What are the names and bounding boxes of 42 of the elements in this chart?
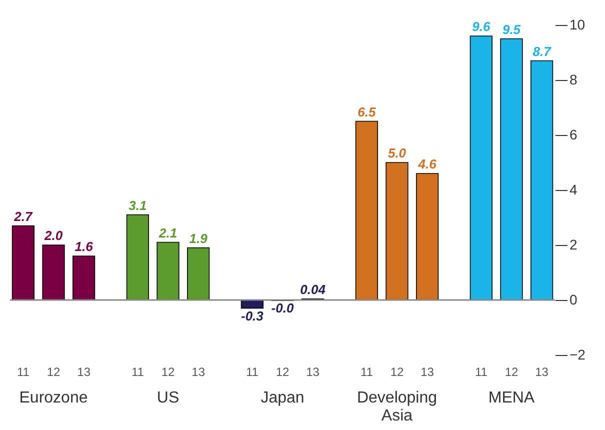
text: 13 — [420, 365, 434, 379]
x-tick-label: Developing Asia — [356, 390, 438, 424]
data-label: 9.5 — [502, 22, 522, 37]
x-tick-label: Japan — [260, 390, 304, 406]
data-label: 2.7 — [13, 208, 34, 224]
x-tick-label: MENA — [488, 390, 535, 406]
data-label: 1.9 — [189, 230, 208, 246]
data-label: 6.5 — [358, 104, 376, 120]
text: 12 — [46, 365, 60, 379]
data-label: 8.7 — [532, 44, 552, 59]
text: 12 — [390, 365, 404, 379]
text: 13 — [192, 365, 205, 379]
text: 11 — [16, 365, 30, 379]
x-tick-label: Eurozone — [19, 390, 88, 406]
text: 11 — [246, 365, 259, 379]
y-tick-label: 10 — [570, 16, 586, 32]
text: 13 — [77, 365, 91, 379]
data-label: 1.6 — [74, 239, 94, 254]
y-tick-label: 0 — [570, 292, 578, 308]
text: 11 — [360, 365, 373, 379]
text: 11 — [474, 365, 488, 379]
data-label: 4.6 — [417, 156, 438, 172]
text: 12 — [276, 365, 290, 379]
y-tick-label: 8 — [570, 72, 578, 88]
y-tick-label: −2 — [570, 346, 586, 362]
data-label: 2.0 — [43, 228, 64, 243]
text: 13 — [306, 365, 320, 379]
text: 12 — [504, 365, 518, 379]
y-tick-label: 2 — [570, 236, 578, 252]
data-label: -0.3 — [240, 308, 264, 324]
data-label: 2.1 — [158, 225, 178, 240]
data-label: 0.04 — [300, 282, 326, 297]
text: 11 — [131, 365, 144, 379]
text: 12 — [161, 365, 175, 379]
data-label: 9.6 — [472, 19, 491, 34]
y-tick-label: 4 — [570, 182, 578, 198]
data-label: 5.0 — [388, 146, 407, 160]
text: 13 — [535, 365, 548, 379]
x-tick-label: US — [156, 390, 180, 406]
y-tick-label: 6 — [570, 126, 578, 142]
data-label: -0.0 — [271, 300, 294, 316]
data-label: 3.1 — [128, 198, 147, 213]
